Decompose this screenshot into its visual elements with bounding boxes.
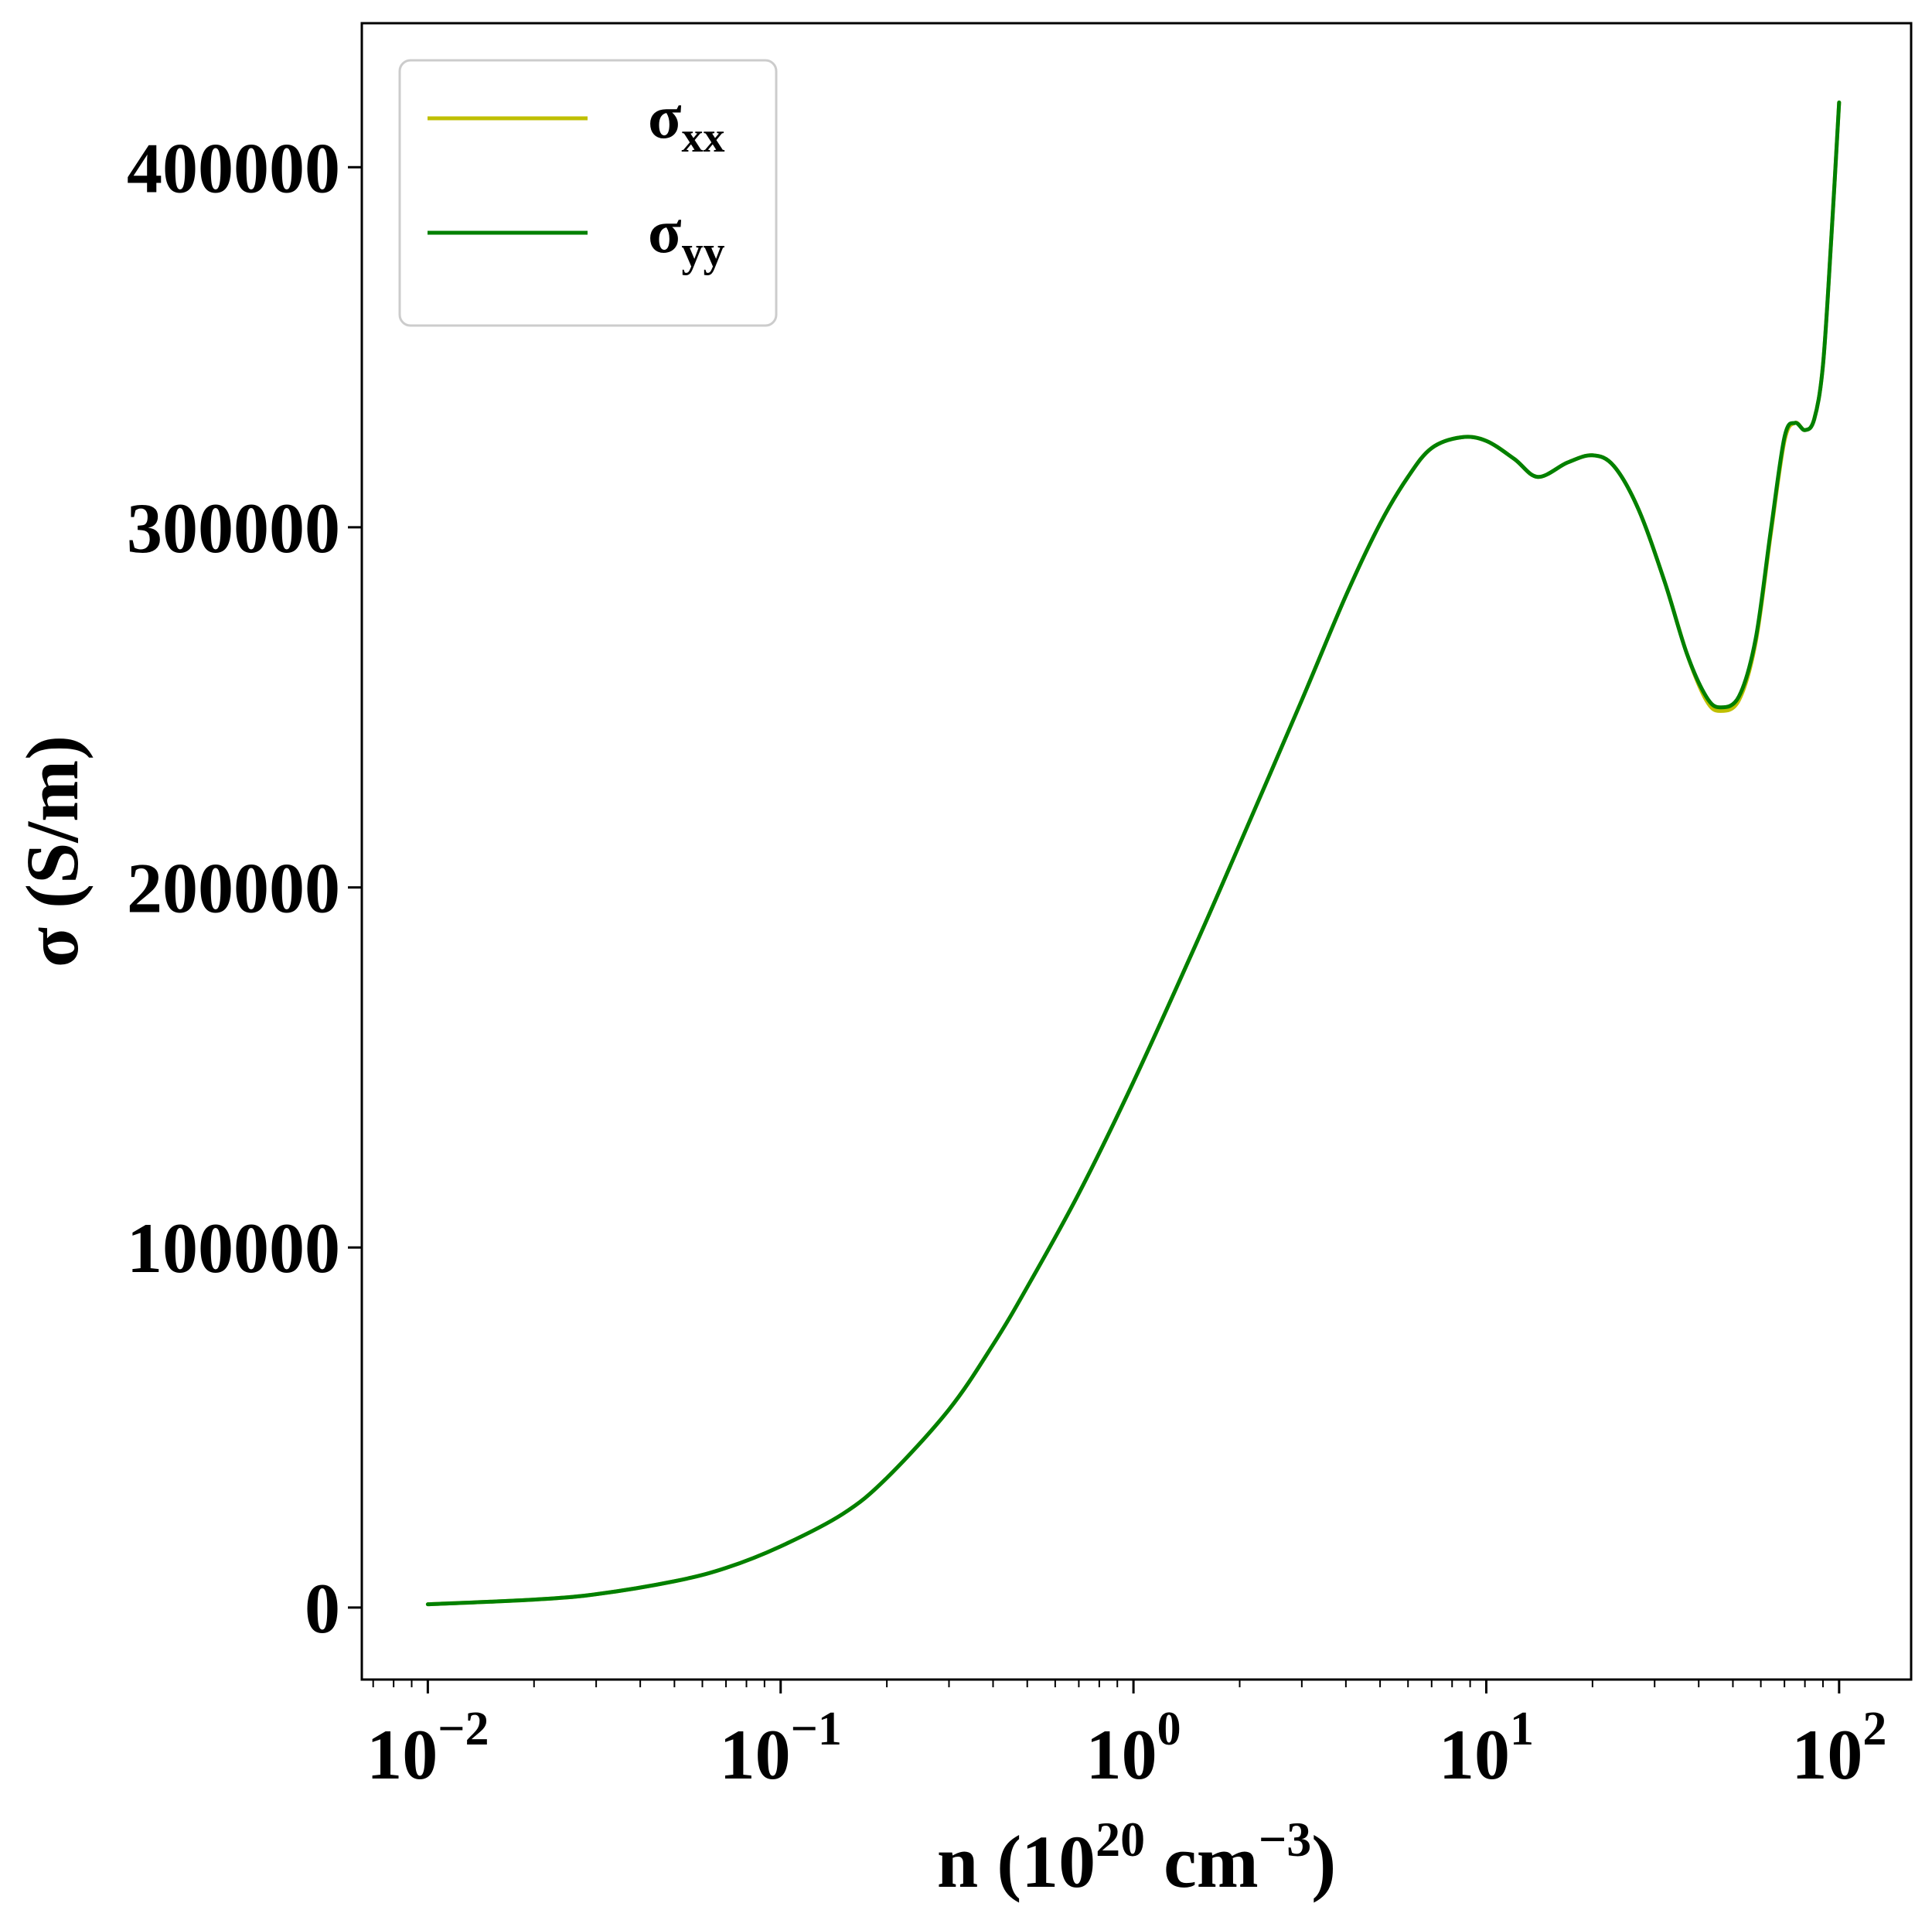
x-tick-label-exp: 0 bbox=[1157, 1703, 1181, 1755]
legend-label-sigma-xx: σxx bbox=[648, 84, 725, 162]
x-tick-label-base: 10 bbox=[720, 1715, 791, 1794]
x-axis-label: n (1020 cm−3) bbox=[937, 1812, 1336, 1903]
legend-frame bbox=[398, 59, 778, 327]
x-axis-label-end: ) bbox=[1311, 1820, 1336, 1903]
legend: σxx σyy bbox=[398, 59, 778, 327]
y-tick-label: 400000 bbox=[127, 128, 340, 207]
x-tick-label-exp: 2 bbox=[1862, 1703, 1886, 1755]
legend-label-sigma-yy-sub: yy bbox=[682, 228, 725, 276]
y-tick-label: 200000 bbox=[127, 849, 340, 928]
x-tick-label: 100 bbox=[1086, 1703, 1181, 1794]
y-axis: 0 100000 200000 300000 400000 bbox=[127, 128, 362, 1648]
y-tick-label: 300000 bbox=[127, 489, 340, 568]
x-tick-label: 10−1 bbox=[720, 1703, 842, 1794]
x-axis: 10−2 10−1 100 101 102 bbox=[366, 1680, 1886, 1794]
x-tick-label-exp: −1 bbox=[791, 1703, 842, 1755]
x-tick-label-base: 10 bbox=[1086, 1715, 1157, 1794]
series-line-yy bbox=[425, 100, 1842, 1607]
legend-label-sigma-yy: σyy bbox=[648, 198, 725, 276]
x-tick-label-base: 10 bbox=[366, 1715, 438, 1794]
axes-frame bbox=[360, 22, 1913, 1681]
legend-label-sigma-xx-base: σ bbox=[648, 84, 682, 152]
x-tick-label-exp: −2 bbox=[438, 1703, 489, 1755]
x-axis-label-sup1: 20 bbox=[1095, 1812, 1145, 1867]
x-tick-label: 101 bbox=[1439, 1703, 1534, 1794]
plot-area bbox=[425, 100, 1842, 1607]
y-axis-label: σ (S/m) bbox=[11, 735, 94, 967]
y-tick-label: 0 bbox=[305, 1569, 340, 1648]
x-tick-label: 10−2 bbox=[366, 1703, 489, 1794]
x-axis-label-base: n (10 bbox=[937, 1820, 1095, 1903]
legend-label-sigma-xx-sub: xx bbox=[682, 114, 725, 162]
legend-label-sigma-yy-base: σ bbox=[648, 198, 682, 266]
x-axis-label-mid: cm bbox=[1145, 1820, 1259, 1903]
x-tick-label-base: 10 bbox=[1791, 1715, 1862, 1794]
x-tick-label-base: 10 bbox=[1439, 1715, 1510, 1794]
x-tick-label-exp: 1 bbox=[1510, 1703, 1534, 1755]
x-tick-label: 102 bbox=[1791, 1703, 1886, 1794]
x-axis-label-sup2: −3 bbox=[1259, 1812, 1311, 1867]
y-tick-label: 100000 bbox=[127, 1209, 340, 1288]
